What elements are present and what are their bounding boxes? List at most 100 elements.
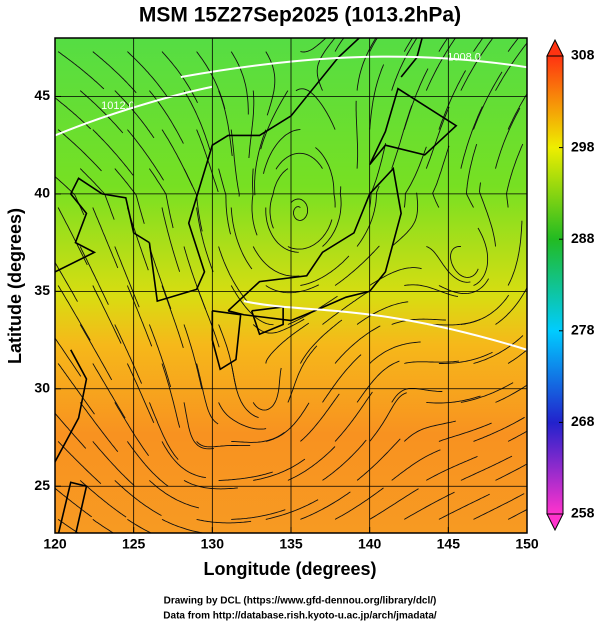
map-layer: 1008.0 1012.0 [55,7,584,533]
streamline [218,402,267,430]
streamline [300,38,327,53]
streamline [465,143,478,208]
streamline [265,322,310,364]
streamline [287,219,333,250]
streamline [369,38,378,52]
streamline [92,207,119,269]
streamline [425,38,456,91]
streamline [265,402,310,442]
streamline [432,145,450,208]
streamline [230,129,240,197]
streamline [460,455,513,481]
streamline [473,38,484,52]
streamline [265,499,319,520]
streamline [57,285,91,341]
streamline [507,38,519,52]
streamline [460,38,494,91]
streamline [127,519,152,533]
streamline [57,51,105,90]
credit: Data from http://database.rish.kyoto-u.a… [163,611,437,622]
streamline [57,441,102,485]
streamline [530,181,542,246]
coastline [57,481,88,533]
streamline [183,402,214,450]
colorbar-min-arrow [546,513,564,532]
streamline [252,367,282,411]
streamline [55,487,92,518]
y-tick-label: 40 [34,185,50,201]
coastline [368,87,458,166]
title: MSM 15Z27Sep2025 (1013.2hPa) [139,4,461,27]
streamline [438,70,466,130]
streamline [114,402,149,456]
streamline [254,129,267,196]
streamline [92,441,135,486]
streamline [248,90,255,159]
streamline [79,480,127,518]
streamline [161,363,181,428]
streamline [322,290,371,325]
streamline [183,90,211,151]
streamline [55,261,78,302]
streamline [265,51,276,116]
streamline [404,284,458,297]
colorbar-max-arrow [546,38,564,57]
streamline [507,220,523,286]
streamline [114,168,145,224]
streamline [322,186,342,247]
colorbar [546,55,564,515]
streamline [114,246,140,308]
streamline [230,207,253,270]
streamline [287,345,318,403]
streamline [334,391,373,442]
streamline [543,7,584,52]
streamline [356,438,401,481]
streamline [92,51,137,94]
streamline [126,285,153,347]
streamline [230,51,249,115]
isobar [243,300,527,351]
x-tick-label: 130 [201,536,225,552]
streamline [460,106,483,169]
streamline [438,278,489,295]
streamline [251,168,258,236]
streamline [230,285,274,326]
streamline [127,51,168,98]
streamline [196,441,251,448]
colorbar-tick-label: 268 [571,413,595,429]
streamline [300,255,350,286]
x-tick-label: 120 [43,536,67,552]
streamline [438,38,449,52]
streamline [253,458,306,481]
x-tick-label: 150 [515,536,539,552]
streamline [495,42,527,91]
streamline [148,402,179,460]
colorbar-tick-label: 278 [571,322,595,338]
streamline [334,245,380,286]
streamline [161,441,206,479]
streamline [79,90,124,134]
coastline [227,166,402,322]
streamline [79,402,119,452]
streamline [300,491,351,520]
streamline [322,439,367,481]
streamline [161,51,198,103]
streamline [295,88,336,130]
streamline [114,324,143,384]
credit: Drawing by DCL (https://www.gfd-dennou.o… [164,596,437,607]
streamline [269,168,289,229]
streamline [426,395,481,404]
streamline [369,341,421,364]
streamline [265,284,320,294]
streamline [92,285,122,344]
streamline [426,455,478,481]
streamline [450,246,479,278]
streamline [507,508,527,520]
streamline [149,168,174,229]
streamline [287,446,336,481]
streamline [149,480,200,509]
streamline [506,143,524,208]
streamline [403,420,456,442]
streamline [473,227,489,286]
